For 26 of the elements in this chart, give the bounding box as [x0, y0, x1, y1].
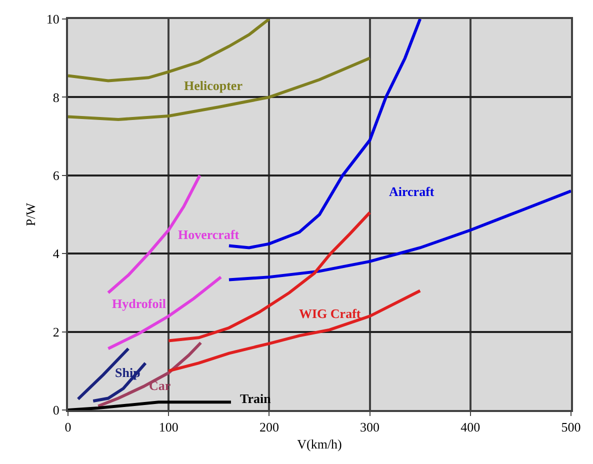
- line-series: [68, 19, 271, 82]
- x-tick-label: 200: [259, 420, 279, 435]
- series-label: Helicopter: [184, 78, 243, 93]
- line-series: [167, 289, 422, 372]
- series-label: Hydrofoil: [112, 296, 166, 311]
- x-tick-label: 300: [360, 420, 380, 435]
- text: Aircraft: [389, 184, 435, 199]
- x-tick-label: 400: [460, 420, 480, 435]
- x-axis-title: V(km/h): [297, 436, 342, 452]
- line-series: [167, 211, 372, 342]
- line-series: [106, 276, 222, 350]
- y-tick-label: 6: [52, 168, 60, 183]
- y-tick-label: 10: [46, 12, 60, 27]
- line-series: [96, 341, 202, 408]
- x-tick-label: 0: [64, 420, 72, 435]
- y-axis-title: P/W: [22, 202, 38, 226]
- line-series: [68, 56, 372, 121]
- y-tick-label: 8: [52, 90, 60, 105]
- series-label: Hovercraft: [178, 227, 240, 242]
- x-tick-label: 500: [561, 420, 581, 435]
- y-tick-label: 0: [52, 402, 60, 418]
- line-series: [92, 362, 147, 403]
- series-label: WIG Craft: [299, 306, 362, 321]
- y-tick-label: 2: [52, 324, 60, 340]
- y-tick-label: 4: [52, 246, 60, 262]
- x-tick-label: 100: [158, 420, 178, 435]
